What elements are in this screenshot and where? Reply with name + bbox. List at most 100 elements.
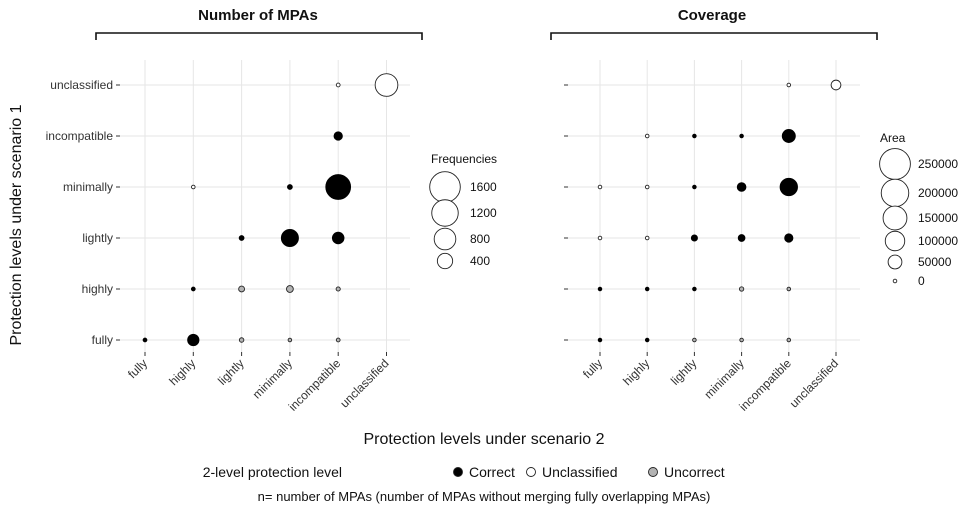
- size-legend-label: 1600: [470, 180, 497, 194]
- size-legend-key: [892, 278, 898, 284]
- size-legend-key: [879, 148, 911, 180]
- class-legend-label-unclassified: Unclassified: [542, 464, 617, 480]
- bubble-highly-lightly: [692, 286, 697, 292]
- bubble-lightly-minimally: [280, 228, 299, 247]
- bubble-fully-lightly: [692, 337, 697, 343]
- bubble-fully-incompatible: [786, 337, 792, 343]
- class-legend: 2-level protection level Correct Unclassi…: [203, 464, 725, 480]
- size-legend-key: [436, 252, 454, 270]
- size-legend-key: [429, 171, 461, 203]
- x-tick-label-minimally: minimally: [701, 356, 746, 401]
- bubble-incompatible-highly: [644, 133, 650, 139]
- bubble-minimally-minimally: [287, 184, 293, 190]
- bubble-minimally-highly: [644, 184, 650, 190]
- size-legend-key: [880, 178, 910, 208]
- bubble-lightly-lightly: [238, 235, 245, 241]
- bubble-unclassified-incompatible: [786, 82, 792, 88]
- y-tick-label-highly: highly: [82, 282, 113, 296]
- class-legend-key-correct: [453, 467, 463, 477]
- x-tick-label-incompatible: incompatible: [286, 356, 344, 414]
- bubble-fully-minimally: [739, 337, 744, 343]
- x-tick-label-highly: highly: [166, 356, 198, 388]
- size-legend-area: Area 250000 200000 150000 100000 50000 0: [879, 131, 958, 288]
- class-legend-key-unclassified: [526, 467, 536, 477]
- size-legend-key: [433, 227, 457, 251]
- bubble-fully-incompatible: [335, 337, 341, 343]
- bubble-highly-lightly: [238, 285, 246, 293]
- bubble-lightly-incompatible: [331, 231, 345, 245]
- bubble-lightly-highly: [644, 235, 650, 241]
- bubble-highly-fully: [597, 286, 603, 292]
- size-legend-frequencies: Frequencies 1600 1200 800 400: [429, 152, 497, 270]
- x-tick-label-fully: fully: [125, 356, 150, 381]
- bubble-highly-incompatible: [786, 286, 792, 292]
- x-tick-label-unclassified: unclassified: [337, 356, 391, 410]
- x-tick-label-minimally: minimally: [250, 356, 295, 401]
- size-legend-label: 150000: [918, 211, 958, 225]
- size-legend-key: [882, 205, 908, 231]
- panel-coverage: fully highly lightly minimallyincompatibleu…: [564, 60, 860, 414]
- class-legend-label-correct: Correct: [469, 464, 515, 480]
- size-legend-key: [887, 254, 903, 270]
- bubble-fully-lightly: [238, 337, 245, 343]
- bubble-unclassified-unclassified: [374, 73, 399, 97]
- size-legend-key: [431, 199, 459, 227]
- class-legend-key-uncorrect: [648, 467, 658, 477]
- x-axis-title: Protection levels under scenario 2: [363, 431, 604, 448]
- bubble-fully-fully: [142, 337, 148, 343]
- bubble-highly-highly: [190, 286, 196, 292]
- bubble-unclassified-unclassified: [830, 79, 842, 91]
- bubble-incompatible-incompatible: [333, 131, 343, 141]
- size-legend-label: 800: [470, 232, 490, 246]
- y-tick-label-incompatible: incompatible: [46, 129, 114, 143]
- panel-title-mpas: Number of MPAs: [198, 7, 318, 24]
- bubble-fully-fully: [597, 337, 603, 343]
- class-legend-label-uncorrect: Uncorrect: [664, 464, 725, 480]
- size-legend-label: 200000: [918, 186, 958, 200]
- note: n= number of MPAs (number of MPAs withou…: [258, 489, 711, 504]
- x-tick-label-fully: fully: [580, 356, 605, 381]
- size-legend-title-area: Area: [880, 131, 906, 145]
- y-tick-label-minimally: minimally: [63, 180, 113, 194]
- panel-title-coverage: Coverage: [678, 7, 746, 24]
- bubble-highly-incompatible: [335, 286, 341, 292]
- bubble-fully-minimally: [287, 337, 293, 343]
- class-legend-title: 2-level protection level: [203, 464, 342, 480]
- bubble-lightly-incompatible: [784, 233, 794, 243]
- size-legend-label: 0: [918, 274, 925, 288]
- size-legend-label: 50000: [918, 255, 952, 269]
- bubble-minimally-incompatible: [779, 177, 798, 197]
- size-legend-key: [884, 230, 906, 252]
- size-legend-title-frequencies: Frequencies: [431, 152, 497, 166]
- bubble-minimally-minimally: [736, 182, 747, 192]
- x-tick-label-highly: highly: [620, 356, 652, 388]
- bubble-lightly-minimally: [737, 234, 746, 242]
- bubble-incompatible-lightly: [692, 133, 697, 139]
- bubble-minimally-fully: [597, 184, 603, 190]
- bubble-highly-minimally: [286, 285, 294, 293]
- size-legend-label: 400: [470, 254, 490, 268]
- y-tick-label-lightly: lightly: [82, 231, 113, 245]
- x-tick-label-unclassified: unclassified: [787, 356, 841, 410]
- panel-bracket-mpas: [95, 32, 423, 40]
- bubble-fully-highly: [644, 337, 650, 343]
- size-legend-label: 250000: [918, 157, 958, 171]
- panel-number-of-mpas: fullyhighlylightlyminimallyincompatibleu…: [46, 60, 410, 414]
- size-legend-label: 100000: [918, 234, 958, 248]
- panel-bracket-coverage: [550, 32, 878, 40]
- bubble-incompatible-minimally: [739, 133, 744, 139]
- bubble-incompatible-incompatible: [781, 129, 796, 143]
- bubble-lightly-lightly: [690, 234, 698, 242]
- bubble-highly-highly: [644, 286, 650, 292]
- x-tick-label-lightly: lightly: [215, 356, 247, 388]
- y-tick-label-fully: fully: [92, 333, 113, 347]
- bubble-fully-highly: [187, 333, 200, 347]
- bubble-lightly-fully: [597, 235, 603, 241]
- y-tick-label-unclassified: unclassified: [50, 78, 113, 92]
- bubble-unclassified-incompatible: [335, 82, 341, 88]
- size-legend-label: 1200: [470, 206, 497, 220]
- bubble-minimally-highly: [191, 184, 196, 190]
- bubble-highly-minimally: [738, 286, 745, 292]
- y-axis-title: Protection levels under scenario 1: [8, 104, 25, 345]
